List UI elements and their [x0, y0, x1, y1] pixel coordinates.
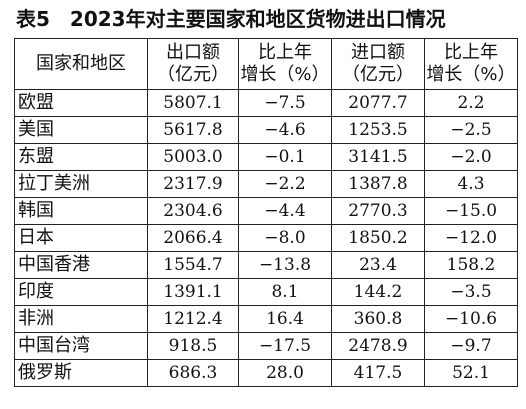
header-region: 国家和地区	[14, 38, 148, 90]
export-cell: 5807.1	[147, 89, 239, 117]
export-cell: 1391.1	[147, 278, 239, 306]
import-growth-cell: 4.3	[424, 170, 518, 198]
export-growth-cell: −17.5	[238, 332, 332, 360]
table-row: 欧盟 5807.1 −7.5 2077.7 2.2	[14, 89, 518, 117]
table-row: 中国台湾 918.5 −17.5 2478.9 −9.7	[14, 332, 518, 360]
export-cell: 1554.7	[147, 251, 239, 279]
table-row: 非洲 1212.4 16.4 360.8 −10.6	[14, 305, 518, 333]
region-cell: 日本	[14, 224, 148, 252]
table-row: 东盟 5003.0 −0.1 3141.5 −2.0	[14, 143, 518, 171]
region-cell: 中国香港	[14, 251, 148, 279]
table-title: 表5 2023年对主要国家和地区货物进出口情况	[16, 7, 446, 31]
export-growth-cell: −4.4	[238, 197, 332, 225]
region-cell: 拉丁美洲	[14, 170, 148, 198]
export-growth-cell: 8.1	[238, 278, 332, 306]
region-cell: 欧盟	[14, 89, 148, 117]
header-import: 进口额 （亿元）	[331, 38, 425, 90]
export-cell: 1212.4	[147, 305, 239, 333]
import-cell: 2478.9	[331, 332, 425, 360]
export-growth-cell: 16.4	[238, 305, 332, 333]
header-export-growth: 比上年 增长（%）	[238, 38, 332, 90]
import-growth-cell: −2.5	[424, 116, 518, 144]
import-growth-cell: −3.5	[424, 278, 518, 306]
import-cell: 417.5	[331, 359, 425, 387]
table-row: 拉丁美洲 2317.9 −2.2 1387.8 4.3	[14, 170, 518, 198]
import-growth-cell: −9.7	[424, 332, 518, 360]
export-cell: 918.5	[147, 332, 239, 360]
export-cell: 5003.0	[147, 143, 239, 171]
table-row: 俄罗斯 686.3 28.0 417.5 52.1	[14, 359, 518, 387]
table-row: 美国 5617.8 −4.6 1253.5 −2.5	[14, 116, 518, 144]
import-growth-cell: −12.0	[424, 224, 518, 252]
export-growth-cell: −2.2	[238, 170, 332, 198]
import-cell: 360.8	[331, 305, 425, 333]
export-cell: 5617.8	[147, 116, 239, 144]
export-growth-cell: −0.1	[238, 143, 332, 171]
region-cell: 非洲	[14, 305, 148, 333]
export-cell: 2304.6	[147, 197, 239, 225]
import-growth-cell: 2.2	[424, 89, 518, 117]
import-cell: 2770.3	[331, 197, 425, 225]
region-cell: 韩国	[14, 197, 148, 225]
header-import-growth: 比上年 增长（%）	[424, 38, 518, 90]
trade-table-container: 国家和地区 出口额 （亿元） 比上年 增长（%） 进口额 （亿元） 比上年 增长（%） …	[14, 38, 518, 387]
region-cell: 美国	[14, 116, 148, 144]
import-growth-cell: −10.6	[424, 305, 518, 333]
export-cell: 2317.9	[147, 170, 239, 198]
import-cell: 1253.5	[331, 116, 425, 144]
header-export: 出口额 （亿元）	[147, 38, 239, 90]
import-growth-cell: −2.0	[424, 143, 518, 171]
export-growth-cell: −8.0	[238, 224, 332, 252]
import-cell: 1387.8	[331, 170, 425, 198]
table-row: 中国香港 1554.7 −13.8 23.4 158.2	[14, 251, 518, 279]
import-cell: 144.2	[331, 278, 425, 306]
import-cell: 1850.2	[331, 224, 425, 252]
import-cell: 23.4	[331, 251, 425, 279]
export-cell: 2066.4	[147, 224, 239, 252]
region-cell: 印度	[14, 278, 148, 306]
region-cell: 东盟	[14, 143, 148, 171]
export-growth-cell: 28.0	[238, 359, 332, 387]
table-row: 韩国 2304.6 −4.4 2770.3 −15.0	[14, 197, 518, 225]
trade-table: 国家和地区 出口额 （亿元） 比上年 增长（%） 进口额 （亿元） 比上年 增长（%） …	[14, 38, 518, 387]
import-growth-cell: −15.0	[424, 197, 518, 225]
export-growth-cell: −7.5	[238, 89, 332, 117]
export-growth-cell: −13.8	[238, 251, 332, 279]
import-cell: 3141.5	[331, 143, 425, 171]
region-cell: 中国台湾	[14, 332, 148, 360]
header-row: 国家和地区 出口额 （亿元） 比上年 增长（%） 进口额 （亿元） 比上年 增长（%）	[14, 38, 518, 90]
region-cell: 俄罗斯	[14, 359, 148, 387]
export-cell: 686.3	[147, 359, 239, 387]
import-growth-cell: 52.1	[424, 359, 518, 387]
import-cell: 2077.7	[331, 89, 425, 117]
import-growth-cell: 158.2	[424, 251, 518, 279]
table-row: 印度 1391.1 8.1 144.2 −3.5	[14, 278, 518, 306]
table-row: 日本 2066.4 −8.0 1850.2 −12.0	[14, 224, 518, 252]
export-growth-cell: −4.6	[238, 116, 332, 144]
